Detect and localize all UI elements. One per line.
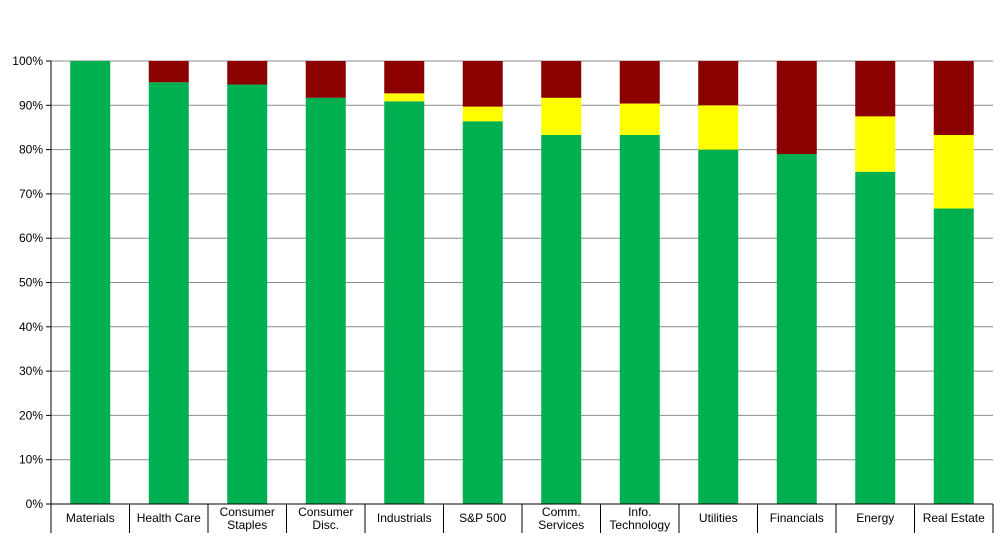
bar-segment — [933, 61, 974, 135]
bar-segment — [148, 82, 189, 504]
bar-segment — [384, 93, 425, 102]
x-category-label: Industrials — [377, 511, 432, 525]
bar-segment — [698, 149, 739, 504]
bar-segment — [462, 61, 503, 107]
bar-segment — [227, 61, 268, 85]
bar-segment — [855, 171, 896, 504]
y-tick-label: 0% — [26, 497, 44, 511]
bar-segment — [541, 97, 582, 135]
bar-segment — [855, 61, 896, 117]
bar-segment — [776, 61, 817, 155]
bars — [70, 61, 974, 505]
bar-segment — [384, 101, 425, 505]
bar-segment — [70, 61, 111, 504]
gridlines — [51, 60, 993, 461]
y-tick-label: 60% — [19, 231, 43, 245]
x-category-label: Utilities — [699, 511, 738, 525]
y-tick-label: 100% — [12, 54, 43, 68]
y-tick-label: 50% — [19, 276, 43, 290]
x-category-labels: Materials Health Care Consumer Staples Consu… — [66, 505, 985, 532]
bar-segment — [384, 61, 425, 94]
y-tick-label: 70% — [19, 187, 43, 201]
bar-segment — [698, 61, 739, 106]
x-category-label: Comm. Services — [538, 505, 584, 532]
x-category-label: Energy — [856, 511, 894, 525]
y-tick-label: 40% — [19, 320, 43, 334]
bar-segment — [541, 61, 582, 98]
bar-segment — [227, 84, 268, 504]
y-tick-label: 10% — [19, 453, 43, 467]
bar-segment — [148, 61, 189, 83]
x-category-label: Real Estate — [923, 511, 985, 525]
x-category-label: S&P 500 — [459, 511, 506, 525]
bar-segment — [541, 134, 582, 504]
x-category-label: Consumer Disc. — [298, 505, 353, 532]
x-category-label: Financials — [770, 511, 824, 525]
bar-segment — [776, 154, 817, 504]
axes — [46, 60, 994, 533]
bar-segment — [305, 97, 346, 505]
bar-segment — [462, 121, 503, 505]
y-tick-label: 80% — [19, 143, 43, 157]
bar-segment — [305, 61, 346, 98]
x-category-label: Materials — [66, 511, 115, 525]
bar-segment — [619, 103, 660, 135]
bar-segment — [698, 105, 739, 150]
bar-segment — [462, 106, 503, 122]
x-category-label: Info. Technology — [609, 505, 670, 532]
y-tick-label: 20% — [19, 408, 43, 422]
bar-segment — [933, 208, 974, 505]
y-tick-labels: 0% 10% 20% 30% 40% 50% 60% 70% 80% 90% 100% — [12, 54, 43, 511]
bar-segment — [933, 134, 974, 209]
bar-segment — [619, 61, 660, 104]
y-tick-label: 30% — [19, 364, 43, 378]
bar-segment — [619, 134, 660, 504]
x-category-label: Health Care — [137, 511, 201, 525]
y-tick-label: 90% — [19, 98, 43, 112]
x-category-label: Consumer Staples — [220, 505, 275, 532]
bar-segment — [855, 116, 896, 172]
